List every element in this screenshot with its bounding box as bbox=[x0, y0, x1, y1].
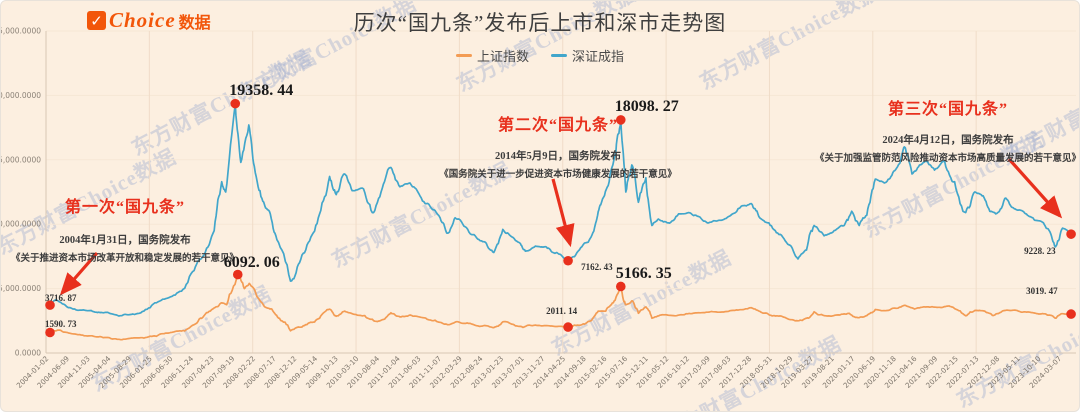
legend-item-szse: 深证成指 bbox=[551, 46, 624, 65]
marker-dot bbox=[1066, 229, 1076, 239]
y-axis-tick: 0.0000 bbox=[15, 349, 41, 358]
annotation-title: 第一次“国九条” bbox=[64, 199, 185, 216]
legend-item-sse: 上证指数 bbox=[455, 46, 529, 65]
y-axis-tick: 25,000.0000 bbox=[1, 27, 41, 36]
annotation-title: 第二次“国九条” bbox=[497, 117, 618, 134]
marker-dot bbox=[615, 115, 626, 125]
legend-dash-orange-icon bbox=[455, 54, 472, 57]
marker-dot bbox=[1066, 309, 1076, 319]
annotation-date: 2024年4月12日，国务院发布 bbox=[882, 135, 1014, 146]
annotation-doc: 《国务院关于进一步促进资本市场健康发展的若干意见》 bbox=[439, 170, 677, 180]
marker-dot bbox=[230, 98, 241, 109]
arrow-third-icon bbox=[1007, 157, 1063, 219]
marker-dot bbox=[615, 281, 626, 292]
annotation-date: 2014年5月9日，国务院发布 bbox=[495, 151, 621, 162]
annotation-second-guojiutiao: 第二次“国九条” 2014年5月9日，国务院发布 《国务院关于进一步促进资本市场… bbox=[438, 111, 678, 180]
marker-dot bbox=[45, 327, 55, 338]
marker-dot bbox=[45, 300, 55, 310]
annotation-title: 第三次“国九条” bbox=[887, 101, 1008, 118]
legend-label-sse: 上证指数 bbox=[476, 49, 529, 64]
legend-label-szse: 深证成指 bbox=[572, 49, 625, 64]
marker-dot bbox=[563, 255, 573, 266]
marker-dot bbox=[232, 269, 243, 280]
annotation-doc: 《关于加强监管防范风险推动资本市场高质量发展的若干意见》 bbox=[814, 154, 1080, 164]
logo-suffix: 数据 bbox=[178, 14, 211, 32]
y-axis-tick: 10,000.0000 bbox=[1, 220, 41, 229]
legend: 上证指数 深证成指 bbox=[455, 46, 624, 65]
y-axis-tick: 20,000.0000 bbox=[1, 91, 41, 100]
annotation-date: 2004年1月31日，国务院发布 bbox=[59, 235, 191, 246]
annotation-third-guojiutiao: 第三次“国九条” 2024年4月12日，国务院发布 《关于加强监管防范风险推动资… bbox=[813, 95, 1080, 164]
series-line-szse bbox=[49, 102, 1072, 317]
annotation-first-guojiutiao: 第一次“国九条” 2004年1月31日，国务院发布 《关于推进资本市场改革开放和… bbox=[5, 193, 245, 264]
legend-dash-blue-icon bbox=[551, 54, 567, 57]
annotation-doc: 《关于推进资本市场改革开放和稳定发展的若干意见》 bbox=[10, 254, 239, 264]
arrow-first-icon bbox=[59, 251, 99, 296]
choice-logo: ✓ Choice 数据 bbox=[87, 8, 211, 33]
marker-dot bbox=[563, 322, 573, 332]
y-axis-tick: 15,000.0000 bbox=[1, 155, 41, 164]
page-title: 历次“国九条”发布后上市和深市走势图 bbox=[353, 11, 727, 35]
y-axis-tick: 5,000.0000 bbox=[1, 284, 41, 293]
checkmark-icon: ✓ bbox=[87, 11, 106, 30]
logo-name: Choice bbox=[109, 8, 176, 32]
arrow-second-icon bbox=[551, 178, 575, 248]
